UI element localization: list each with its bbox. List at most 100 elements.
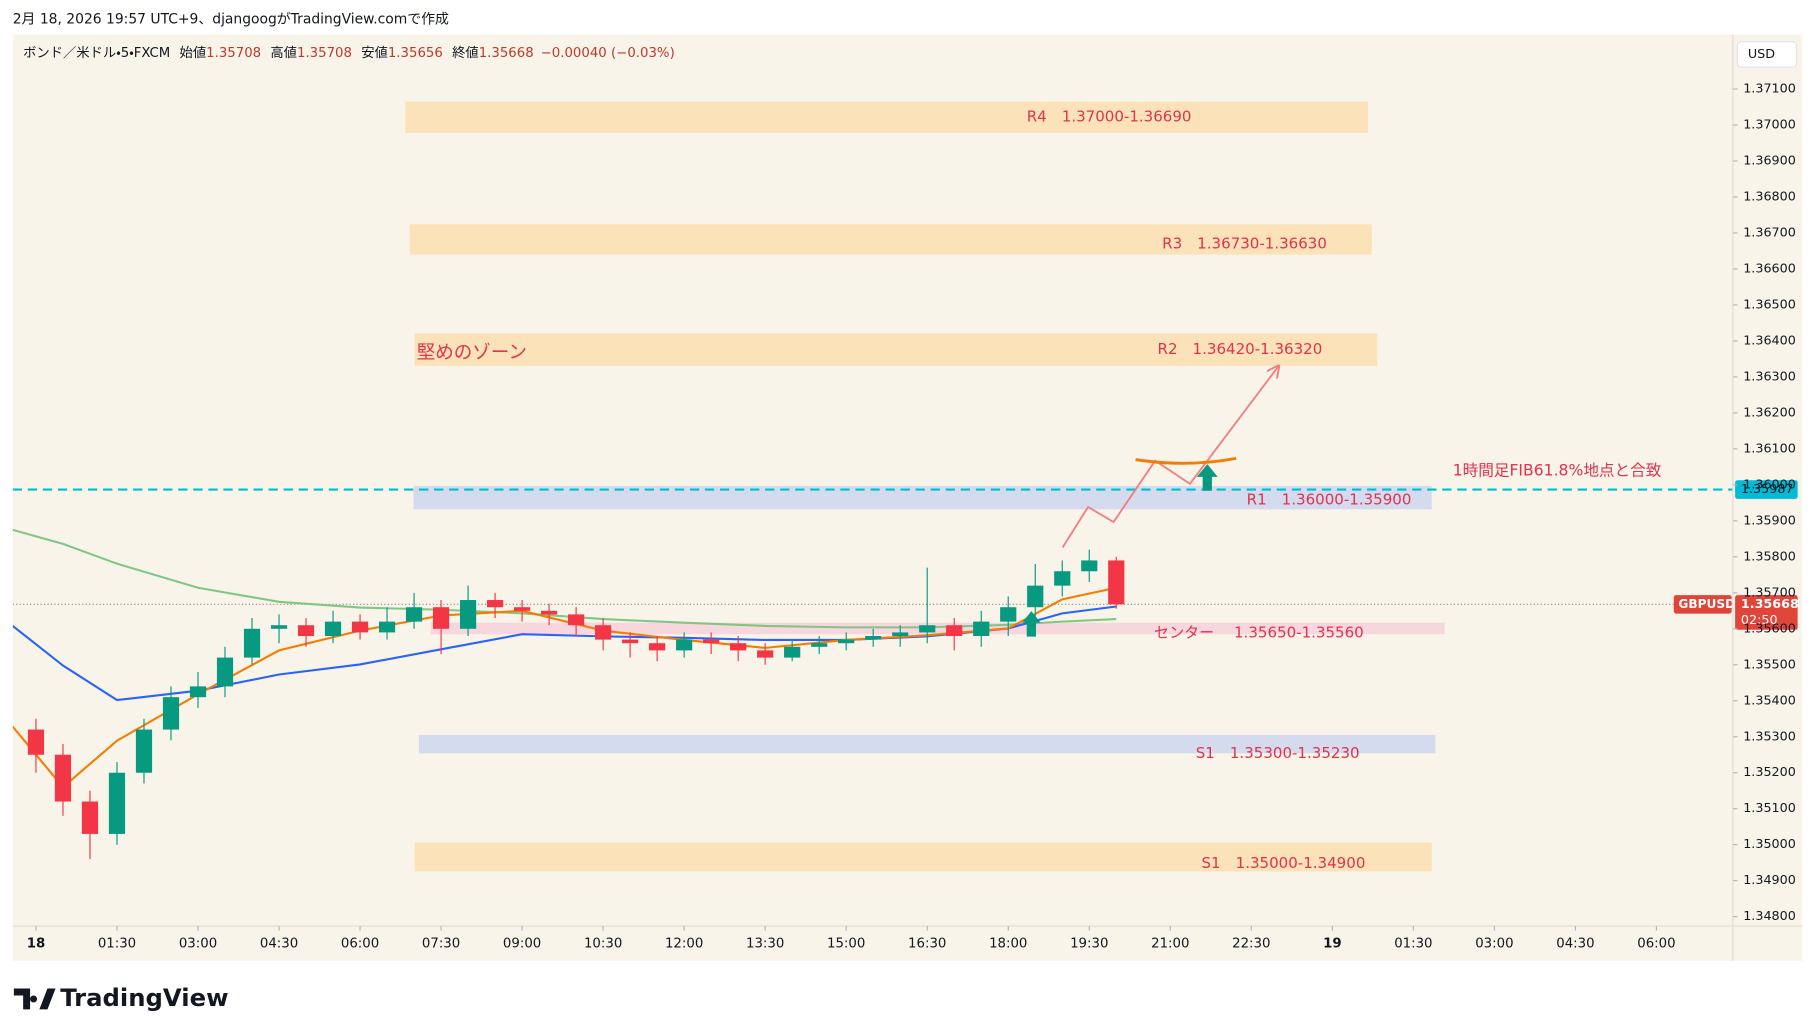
- zone: [405, 101, 1368, 133]
- up-arrow-icon: [1196, 464, 1218, 491]
- created-note: 2月 18, 2026 19:57 UTC+9、djangoogがTrading…: [13, 12, 449, 28]
- candle-body: [892, 632, 909, 637]
- zone-label: R3 1.36730-1.36630: [1162, 235, 1327, 253]
- y-tick-label: 1.35100: [1743, 801, 1796, 816]
- y-tick-label: 1.36800: [1743, 190, 1796, 205]
- x-tick-label: 18: [27, 936, 46, 951]
- x-tick-label: 01:30: [1394, 936, 1432, 951]
- y-tick-label: 1.35900: [1743, 513, 1796, 528]
- logo-icon: [13, 988, 56, 1010]
- plot-area: [12, 101, 1733, 872]
- x-tick-label: 07:30: [422, 936, 460, 951]
- zone-label: R4 1.37000-1.36690: [1027, 107, 1192, 125]
- candle-body: [676, 639, 693, 651]
- zone-label: S1 1.35000-1.34900: [1202, 854, 1366, 872]
- symbol-legend: ボンド／米ドル・5・FXCM 始値1.35708 高値1.35708 安値1.3565…: [23, 44, 675, 61]
- price-tag-value: 1.35668: [1741, 597, 1799, 612]
- candle-body: [865, 636, 882, 640]
- y-tick-label: 1.35400: [1743, 693, 1796, 708]
- y-tick-label: 1.36500: [1743, 297, 1796, 312]
- x-tick-label: 16:30: [908, 936, 946, 951]
- countdown: 02:50: [1741, 613, 1778, 628]
- candle-body: [1108, 560, 1125, 605]
- candle-body: [784, 646, 801, 658]
- candle-body: [595, 625, 612, 640]
- candle-body: [946, 625, 963, 637]
- candle-body: [1081, 560, 1098, 572]
- y-tick-label: 1.35800: [1743, 549, 1796, 564]
- zone-label: センター 1.35650-1.35560: [1154, 624, 1364, 642]
- overlay: 1.35987 R4 1.37000-1.36690 R3 1.36730-1.36…: [417, 107, 1799, 872]
- candle-body: [811, 643, 828, 647]
- x-tick-label: 13:30: [746, 936, 784, 951]
- ohlc-value: 1.35656: [388, 46, 443, 61]
- annotation: 1時間足FIB61.8%地点と合致: [1453, 462, 1662, 480]
- candle-body: [351, 621, 369, 633]
- forecast-arrow: [1061, 367, 1278, 549]
- zone: [413, 485, 1432, 510]
- candle-body: [297, 625, 315, 637]
- zone: [409, 224, 1372, 255]
- y-tick-label: 1.36200: [1743, 405, 1796, 420]
- ohlc-value: 1.35708: [206, 46, 261, 61]
- neckline-arc: [1135, 456, 1237, 465]
- symbol: ボンド／米ドル・5・FXCM: [23, 45, 170, 61]
- currency[interactable]: USD: [1748, 47, 1775, 62]
- zone: [414, 842, 1432, 872]
- zone: [418, 734, 1436, 754]
- candle-body: [81, 801, 99, 834]
- axes: 1.34800 1.34900 1.35000 1.35100 1.35200 1.353…: [27, 82, 1796, 952]
- x-tick-label: 10:30: [584, 936, 622, 951]
- x-tick-label: 04:30: [1556, 936, 1594, 951]
- y-tick-label: 1.36700: [1743, 225, 1796, 240]
- candle-body: [432, 607, 450, 629]
- y-tick-label: 1.35200: [1743, 765, 1796, 780]
- candle-body: [568, 614, 585, 626]
- candle-body: [622, 639, 639, 644]
- moving-average: [12, 528, 1117, 629]
- price-tag: [1735, 595, 1798, 630]
- zone-label: R1 1.36000-1.35900: [1247, 491, 1412, 509]
- y-tick-label: 1.36400: [1743, 333, 1796, 348]
- candle-body: [378, 621, 396, 633]
- candle-body: [27, 729, 45, 755]
- candle-body: [324, 621, 342, 637]
- up-arrow-icon: [1022, 611, 1041, 637]
- candle-body: [1000, 607, 1017, 622]
- x-tick-label: 06:00: [341, 936, 379, 951]
- y-tick-label: 1.36900: [1743, 154, 1796, 169]
- zone: [414, 333, 1378, 366]
- x-tick-label: 04:30: [260, 936, 298, 951]
- y-tick-label: 1.34800: [1743, 909, 1796, 924]
- candle-body: [1027, 585, 1044, 608]
- candle-body: [189, 686, 207, 698]
- candle-body: [838, 639, 855, 644]
- candle-body: [270, 625, 288, 629]
- x-tick-label: 18:00: [989, 936, 1027, 951]
- candle-body: [459, 600, 477, 629]
- change: −0.00040 (−0.03%): [541, 46, 675, 61]
- candle-body: [919, 625, 936, 633]
- candle-body: [54, 754, 72, 802]
- y-tick-label: 1.34900: [1743, 873, 1796, 888]
- ohlc-value: 1.35708: [297, 46, 352, 61]
- y-tick-label: 1.35000: [1743, 837, 1796, 852]
- y-tick-label: 1.36300: [1743, 369, 1796, 384]
- candle-body: [973, 621, 990, 637]
- drawings: [1022, 367, 1278, 637]
- x-tick-label: 19: [1323, 936, 1342, 951]
- candle-body: [730, 643, 747, 651]
- x-tick-label: 03:00: [1475, 936, 1513, 951]
- candle-body: [486, 600, 504, 608]
- candle-body: [649, 643, 666, 651]
- x-tick-label: 22:30: [1232, 936, 1270, 951]
- candle-body: [703, 639, 720, 644]
- candle-body: [243, 628, 261, 658]
- y-tick-label: 1.35700: [1743, 585, 1796, 600]
- x-tick-label: 03:00: [179, 936, 217, 951]
- currency-box[interactable]: [1736, 41, 1798, 68]
- ohlc-label: 終値: [452, 45, 479, 61]
- candle-body: [541, 610, 558, 615]
